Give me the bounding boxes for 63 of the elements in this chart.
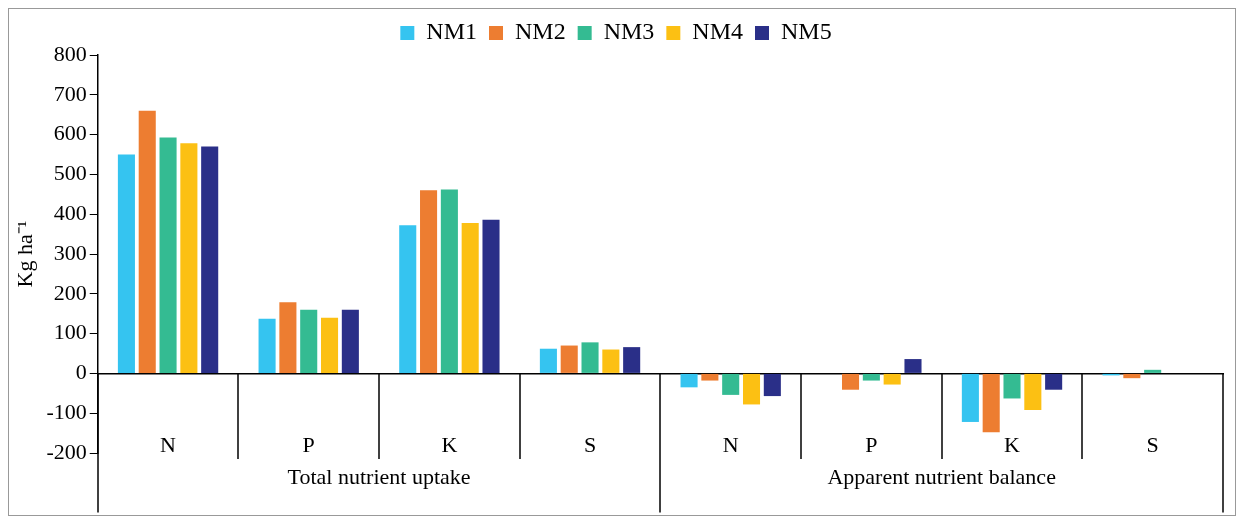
legend-label: NM4 (692, 18, 744, 45)
bar (117, 154, 135, 373)
bar (482, 219, 500, 373)
y-tick-label: 0 (75, 359, 87, 385)
legend-label: NM2 (514, 18, 566, 45)
bar (1144, 369, 1162, 373)
y-tick-label: 700 (53, 80, 87, 106)
x-tick-label: K (1004, 432, 1021, 458)
bar (560, 345, 578, 373)
bar (1024, 373, 1042, 411)
legend-label: NM5 (781, 18, 832, 45)
y-tick-label: 500 (53, 160, 87, 186)
legend-label: NM1 (426, 18, 477, 45)
x-tick-label: K (441, 432, 458, 458)
x-tick-label: N (722, 432, 739, 458)
text: Total nutrient uptake (287, 464, 471, 490)
bar (138, 110, 156, 373)
bar (180, 143, 198, 373)
bar (399, 225, 417, 373)
bar (461, 222, 479, 373)
bar (1003, 373, 1021, 399)
x-tick-label: P (302, 432, 315, 458)
bar (680, 373, 698, 388)
bar (842, 373, 860, 390)
y-tick-label: 100 (53, 319, 87, 345)
bar (420, 190, 438, 373)
y-axis-title: Kg ha⁻¹ (11, 220, 37, 288)
bar (982, 373, 1000, 433)
bar (722, 373, 740, 395)
bar (341, 309, 359, 373)
x-tick-label: S (1146, 432, 1159, 458)
bar (904, 359, 922, 373)
legend-label: NM3 (603, 18, 655, 45)
bar (602, 349, 620, 373)
bar (581, 342, 599, 373)
bar (279, 302, 297, 373)
bar (1123, 373, 1141, 379)
bar (321, 317, 339, 373)
bar (883, 373, 901, 385)
bar (440, 189, 458, 373)
bar (701, 373, 719, 381)
y-tick-label: 600 (53, 120, 87, 146)
y-tick-label: 800 (53, 40, 87, 66)
bar (1045, 373, 1063, 390)
bar (258, 318, 276, 373)
x-tick-label: N (160, 432, 177, 458)
y-tick-label: 300 (53, 239, 87, 265)
bar (539, 348, 557, 373)
bar (961, 373, 979, 422)
bar (742, 373, 761, 405)
text: Apparent nutrient balance (827, 464, 1056, 490)
x-tick-label: P (865, 432, 878, 458)
y-tick-label: 200 (53, 279, 87, 305)
bar (201, 146, 219, 373)
bar (300, 309, 318, 373)
y-tick-label: -200 (46, 438, 87, 464)
bar (159, 137, 177, 373)
x-tick-label: S (583, 432, 597, 458)
bar (862, 373, 880, 381)
bar (763, 373, 781, 397)
bar (623, 347, 641, 373)
y-tick-label: 400 (53, 199, 87, 225)
y-tick-label: -100 (46, 398, 87, 424)
